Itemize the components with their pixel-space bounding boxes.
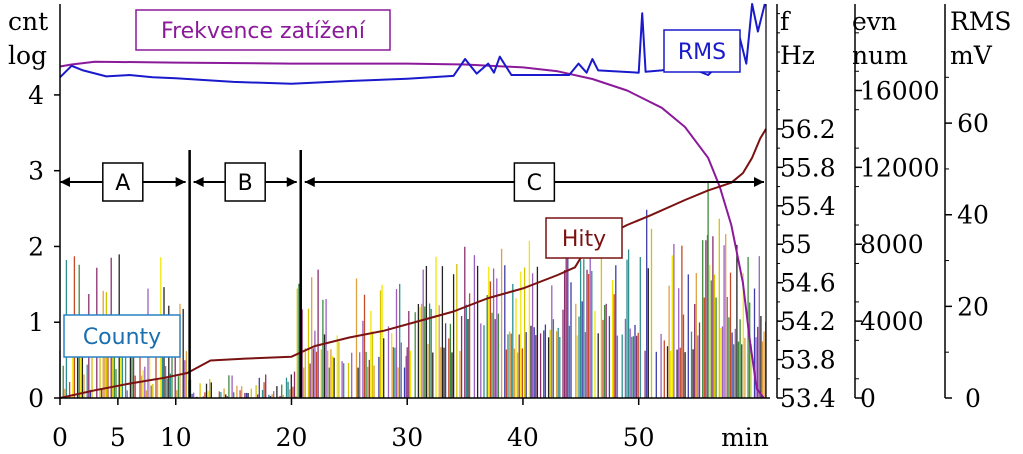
rms-axis-unit-top: RMS: [950, 7, 1012, 36]
region-b-box: [224, 162, 266, 202]
freq-tick-label: 55.4: [780, 192, 836, 221]
freq-tick-label: 54.2: [780, 307, 836, 336]
freq-tick-label: 53.4: [780, 384, 836, 413]
cnt-tick-label: 1: [28, 308, 44, 337]
x-tick-label: 0: [52, 423, 68, 452]
x-tick-label: 20: [276, 423, 308, 452]
evn-axis-unit-bottom: num: [852, 41, 908, 70]
region-b-label: B: [238, 171, 253, 196]
region-a-label: A: [115, 171, 130, 196]
evn-tick-label: 12000: [860, 153, 940, 182]
rms-tick-label: 60: [957, 109, 989, 138]
arrow-head-left: [304, 177, 315, 187]
cnt-tick-label: 4: [28, 81, 44, 110]
freq-tick-label: 55: [780, 230, 812, 259]
arrow-head-right: [754, 177, 764, 187]
region-c-box: [513, 162, 556, 202]
x-tick-label: 10: [160, 423, 192, 452]
county-series-label-box: [63, 314, 181, 358]
rms-axis-unit-bottom: mV: [950, 41, 993, 70]
freq-axis-unit-bottom: Hz: [780, 41, 815, 70]
cnt-tick-label: 0: [28, 384, 44, 413]
freq-tick-label: 53.8: [780, 346, 836, 375]
frequency-series-label-box: [135, 9, 391, 51]
region-annotations: A B C: [60, 150, 764, 398]
arrow-head-left: [193, 177, 204, 187]
x-tick-label: 40: [507, 423, 539, 452]
region-c-label: C: [527, 171, 542, 196]
x-axis-title: min: [721, 423, 769, 452]
x-tick-label: 5: [110, 423, 126, 452]
freq-tick-label: 56.2: [780, 115, 836, 144]
rms-tick-label: 20: [957, 292, 989, 321]
x-tick-label: 50: [623, 423, 655, 452]
frequency-series-label: Frekvence zatížení: [161, 19, 366, 44]
hits-series-label-box: [545, 217, 623, 259]
frequency-line: [59, 60, 765, 399]
evn-tick-label: 8000: [860, 230, 924, 259]
cnt-axis-unit-top: cnt: [8, 7, 48, 36]
arrow-head-right: [286, 177, 297, 187]
rms-tick-label: 40: [957, 201, 989, 230]
hits-line: [59, 128, 767, 399]
freq-tick-label: 55.8: [780, 153, 836, 182]
x-tick-label: 30: [391, 423, 423, 452]
cnt-tick-label: 2: [28, 232, 44, 261]
county-series-label: County: [83, 325, 161, 350]
cnt-axis-unit-bottom: log: [8, 41, 47, 70]
rms-tick-label: 0: [965, 384, 981, 413]
arrow-head-left: [60, 177, 70, 187]
evn-tick-label: 4000: [860, 307, 924, 336]
county-bars: [59, 181, 767, 398]
freq-axis-unit-top: f: [780, 7, 791, 36]
evn-tick-label: 0: [860, 384, 876, 413]
cnt-tick-label: 3: [28, 157, 44, 186]
series-labels: Frekvence zatížení RMS Hity County: [63, 9, 741, 358]
rms-series-label-box: [663, 29, 741, 73]
rms-series-label: RMS: [678, 40, 726, 65]
axes: 0 5 10 20 30 40 50 min 0 1 2 3 4 cnt log 53.4 53.8 54.2 54…: [8, 4, 1012, 452]
evn-tick-label: 16000: [860, 76, 940, 105]
hits-series-label: Hity: [562, 227, 606, 252]
freq-tick-label: 54.6: [780, 269, 836, 298]
arrow-head-right: [175, 177, 186, 187]
region-a-box: [102, 162, 144, 202]
evn-axis-unit-top: evn: [852, 7, 897, 36]
